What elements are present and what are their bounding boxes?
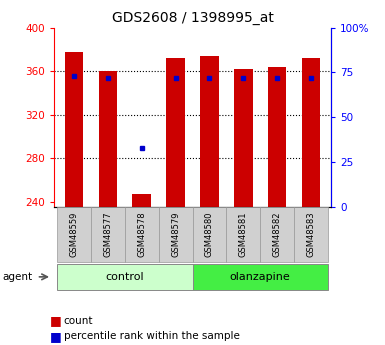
Title: GDS2608 / 1398995_at: GDS2608 / 1398995_at — [112, 11, 273, 25]
Bar — [166, 58, 185, 207]
Text: olanzapine: olanzapine — [230, 272, 291, 282]
Bar — [301, 58, 320, 207]
Text: ■: ■ — [50, 314, 66, 327]
Bar — [234, 69, 253, 207]
Bar — [226, 207, 260, 262]
Bar — [57, 207, 91, 262]
Bar — [65, 51, 84, 207]
Bar — [57, 264, 192, 290]
Text: GSM48580: GSM48580 — [205, 211, 214, 257]
Text: control: control — [105, 272, 144, 282]
Text: GSM48583: GSM48583 — [306, 211, 315, 257]
Bar — [159, 207, 192, 262]
Text: GSM48581: GSM48581 — [239, 211, 248, 257]
Text: GSM48579: GSM48579 — [171, 211, 180, 257]
Bar — [132, 194, 151, 207]
Bar — [192, 207, 226, 262]
Text: count: count — [64, 316, 93, 326]
Bar — [268, 67, 286, 207]
Text: agent: agent — [2, 272, 32, 282]
Text: GSM48582: GSM48582 — [273, 211, 281, 257]
Text: GSM48577: GSM48577 — [104, 211, 112, 257]
Bar — [91, 207, 125, 262]
Text: GSM48559: GSM48559 — [70, 211, 79, 257]
Bar — [200, 56, 219, 207]
Bar — [260, 207, 294, 262]
Bar — [294, 207, 328, 262]
Bar — [192, 264, 328, 290]
Bar — [99, 71, 117, 207]
Text: ■: ■ — [50, 330, 66, 343]
Text: GSM48578: GSM48578 — [137, 211, 146, 257]
Bar — [125, 207, 159, 262]
Text: percentile rank within the sample: percentile rank within the sample — [64, 332, 239, 341]
